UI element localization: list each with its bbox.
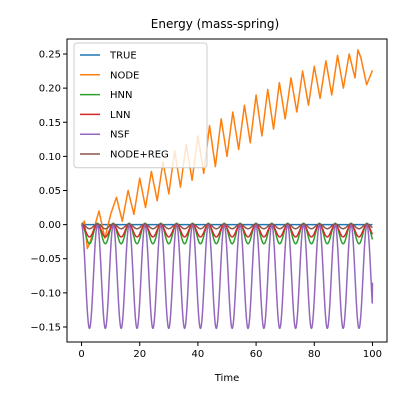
x-tick-label: 40 <box>192 349 205 360</box>
y-tick-label: 0.15 <box>39 118 61 129</box>
y-tick-label: −0.15 <box>30 322 61 333</box>
series-line-nsf <box>81 223 374 330</box>
legend-box <box>73 42 208 169</box>
series-line-node <box>80 49 374 250</box>
legend-label-hnn: HNN <box>110 90 132 101</box>
x-tick-label: 0 <box>78 349 84 360</box>
x-axis-label: Time <box>214 373 239 384</box>
plot-area <box>80 49 374 330</box>
x-tick-label: 20 <box>133 349 146 360</box>
series-line-node-reg <box>81 223 373 230</box>
y-tick-label: 0.25 <box>39 50 61 61</box>
legend-label-true: TRUE <box>109 51 137 62</box>
x-tick-label: 60 <box>250 349 263 360</box>
series-layer <box>80 49 374 330</box>
y-tick-label: 0.20 <box>39 84 61 95</box>
legend-label-node-reg: NODE+REG <box>110 150 169 161</box>
y-tick-label: 0.05 <box>39 186 61 197</box>
y-tick-label: −0.05 <box>30 254 61 265</box>
legend-label-nsf: NSF <box>110 130 130 141</box>
legend: TRUE NODE HNN LNN NSF NODE+REG <box>73 42 208 169</box>
legend-label-lnn: LNN <box>110 110 131 121</box>
legend-label-node: NODE <box>110 70 139 81</box>
x-tick-label: 100 <box>363 349 382 360</box>
y-tick-label: −0.10 <box>30 288 61 299</box>
y-tick-label: 0.00 <box>39 220 61 231</box>
x-axis: 0 20 40 60 80 100 <box>78 342 382 360</box>
y-axis: −0.15 −0.10 −0.05 0.00 0.05 0.10 0.15 0.20 0.25 <box>30 50 67 333</box>
chart-title: Energy (mass-spring) <box>151 17 279 31</box>
y-tick-label: 0.10 <box>39 152 61 163</box>
x-tick-label: 80 <box>308 349 321 360</box>
